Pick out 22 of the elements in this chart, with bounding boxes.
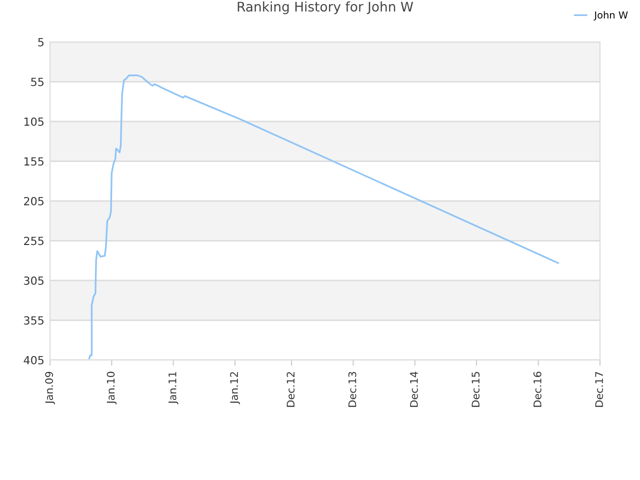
y-tick-label: 255 xyxy=(24,236,44,246)
line-series xyxy=(88,74,559,360)
x-tick-label: Dec.13 xyxy=(348,372,356,407)
x-tick-label: Jan.10 xyxy=(106,372,117,404)
y-tick-label: 155 xyxy=(24,157,44,166)
x-tick-label: Dec.14 xyxy=(410,372,418,407)
y-tick-label: 205 xyxy=(24,196,44,206)
legend-label: John W xyxy=(594,11,628,20)
y-tick-label: 55 xyxy=(31,78,44,86)
x-tick-label: Jan.12 xyxy=(230,372,240,404)
y-tick-label: 355 xyxy=(24,316,44,325)
x-tick-label: Dec.12 xyxy=(286,372,295,407)
x-tick-label: Jan.09 xyxy=(45,372,55,404)
y-tick-label: 105 xyxy=(24,117,44,126)
x-tick-label: Dec.16 xyxy=(533,372,542,407)
y-tick-label: 5 xyxy=(38,38,44,46)
x-tick-label: Jan.11 xyxy=(168,372,178,404)
chart-title: Ranking History for John W xyxy=(238,1,414,14)
y-tick-label: 305 xyxy=(24,276,44,285)
x-tick-label: Dec.15 xyxy=(472,372,480,407)
x-tick-label: Dec.17 xyxy=(595,372,604,407)
y-tick-label: 405 xyxy=(24,356,44,364)
